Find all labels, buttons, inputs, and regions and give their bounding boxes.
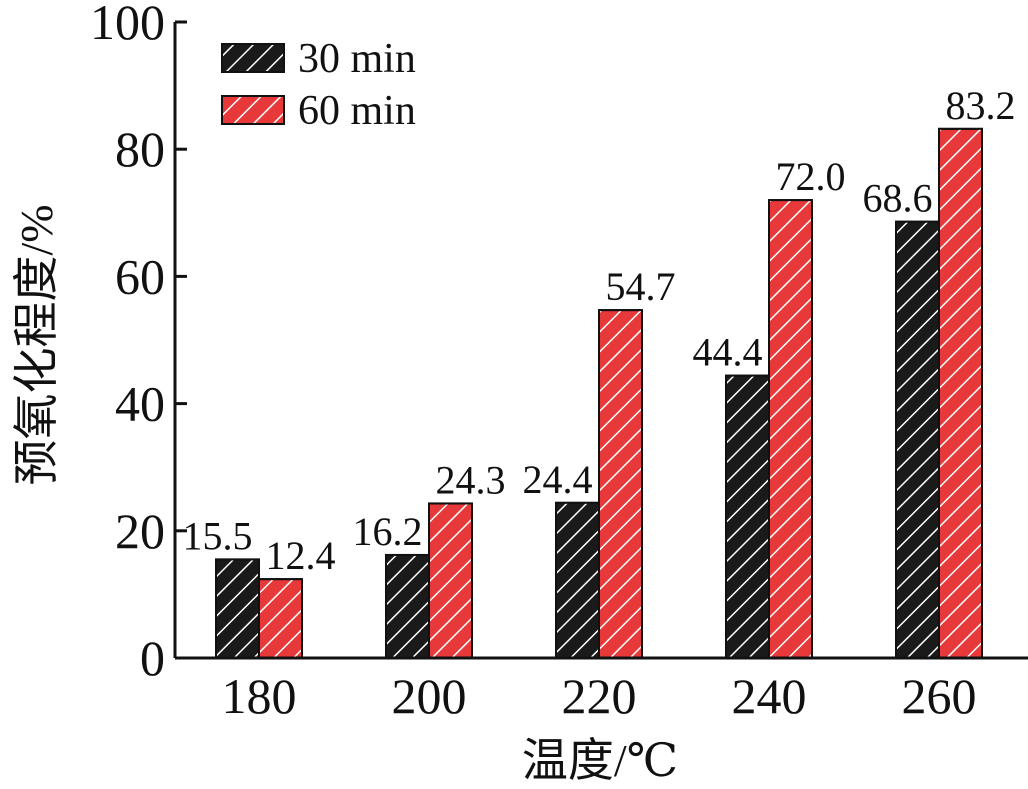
bar-hatch bbox=[385, 553, 430, 660]
x-tick-label: 180 bbox=[222, 668, 297, 724]
axes-layer bbox=[173, 22, 1028, 660]
data-label: 44.4 bbox=[693, 330, 763, 375]
data-label: 72.0 bbox=[776, 154, 846, 199]
y-tick-label: 20 bbox=[115, 503, 165, 559]
ticks-layer: 0 20 40 60 80 100 180 200 220 240 260 bbox=[90, 0, 977, 724]
legend-label: 30 min bbox=[298, 36, 416, 82]
y-tick-label: 80 bbox=[115, 121, 165, 177]
data-label: 24.4 bbox=[523, 457, 593, 502]
bars-layer bbox=[215, 127, 983, 660]
legend: 30 min 60 min bbox=[221, 36, 416, 134]
data-label: 12.4 bbox=[266, 533, 336, 578]
data-label: 83.2 bbox=[946, 83, 1016, 128]
bar-hatch bbox=[258, 578, 303, 659]
legend-label: 60 min bbox=[298, 88, 416, 134]
bar-hatch bbox=[598, 309, 643, 659]
x-tick-label: 260 bbox=[902, 668, 977, 724]
x-tick-label: 200 bbox=[392, 668, 467, 724]
y-tick-label: 60 bbox=[115, 248, 165, 304]
data-label: 16.2 bbox=[353, 509, 423, 554]
bar-hatch bbox=[725, 374, 770, 659]
bar-hatch bbox=[428, 502, 473, 659]
data-label: 54.7 bbox=[606, 264, 676, 309]
bar-hatch bbox=[768, 199, 813, 660]
y-tick-label: 0 bbox=[140, 630, 165, 686]
legend-swatch-hatch bbox=[221, 43, 285, 73]
y-tick-label: 100 bbox=[90, 0, 165, 50]
bar-hatch bbox=[938, 127, 983, 659]
x-tick-label: 220 bbox=[562, 668, 637, 724]
data-label: 15.5 bbox=[183, 513, 253, 558]
data-label: 68.6 bbox=[863, 176, 933, 221]
bar-hatch bbox=[555, 501, 600, 660]
data-labels-layer: 15.5 12.4 16.2 24.3 24.4 54.7 44.4 72.0 68.6 83.2 bbox=[183, 83, 1016, 578]
x-axis-title: 温度/℃ bbox=[522, 735, 678, 786]
legend-swatch-hatch bbox=[221, 95, 285, 125]
bar-hatch bbox=[895, 220, 940, 659]
y-tick-label: 40 bbox=[115, 376, 165, 432]
x-tick-label: 240 bbox=[732, 668, 807, 724]
data-label: 24.3 bbox=[436, 457, 506, 502]
bar-hatch bbox=[215, 558, 260, 659]
y-axis-title: 预氧化程度/% bbox=[11, 204, 62, 485]
